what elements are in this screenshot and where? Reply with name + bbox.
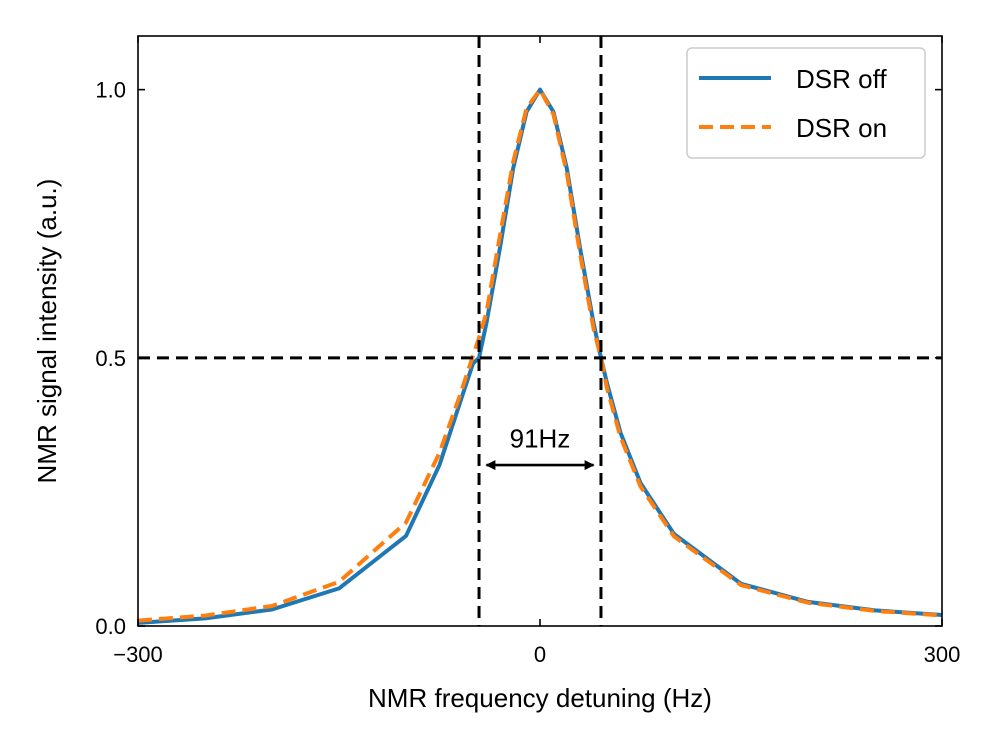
x-axis-label: NMR frequency detuning (Hz) bbox=[368, 683, 712, 713]
y-tick-label: 0.5 bbox=[95, 346, 126, 371]
y-tick-label: 0.0 bbox=[95, 614, 126, 639]
y-tick-label: 1.0 bbox=[95, 78, 126, 103]
legend-box bbox=[686, 47, 926, 159]
x-tick-label: −300 bbox=[113, 642, 163, 667]
x-tick-label: 0 bbox=[534, 642, 546, 667]
y-axis-label: NMR signal intensity (a.u.) bbox=[32, 179, 62, 484]
legend-label-dsr-off: DSR off bbox=[796, 64, 887, 94]
legend: DSR off DSR on bbox=[686, 47, 926, 159]
width-annotation-label: 91Hz bbox=[510, 423, 571, 453]
plot-area bbox=[138, 36, 942, 626]
x-tick-label: 300 bbox=[924, 642, 961, 667]
legend-label-dsr-on: DSR on bbox=[796, 113, 887, 143]
series-line-dsr-on bbox=[138, 87, 942, 623]
axis-ticks: −300 0 300 0.0 0.5 1.0 bbox=[95, 36, 960, 667]
